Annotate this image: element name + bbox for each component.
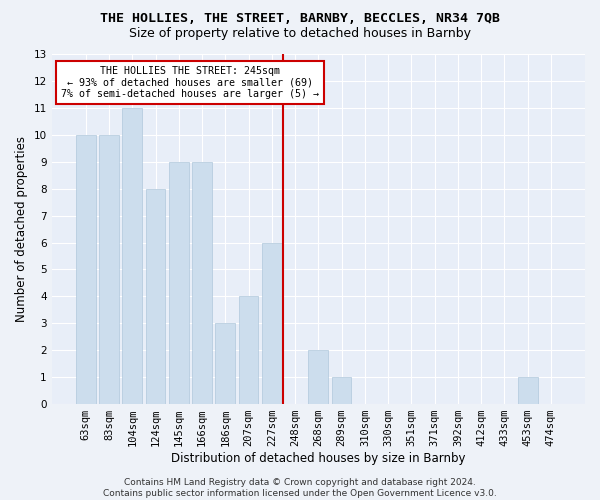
Text: THE HOLLIES THE STREET: 245sqm
← 93% of detached houses are smaller (69)
7% of s: THE HOLLIES THE STREET: 245sqm ← 93% of … — [61, 66, 319, 100]
Bar — [122, 108, 142, 404]
Text: Contains HM Land Registry data © Crown copyright and database right 2024.
Contai: Contains HM Land Registry data © Crown c… — [103, 478, 497, 498]
Y-axis label: Number of detached properties: Number of detached properties — [15, 136, 28, 322]
Bar — [169, 162, 188, 404]
Text: Size of property relative to detached houses in Barnby: Size of property relative to detached ho… — [129, 28, 471, 40]
Bar — [76, 135, 95, 404]
Bar — [146, 188, 166, 404]
Bar — [332, 377, 352, 404]
Bar — [239, 296, 259, 404]
Bar — [215, 324, 235, 404]
Bar — [308, 350, 328, 404]
Bar — [518, 377, 538, 404]
Bar — [192, 162, 212, 404]
Text: THE HOLLIES, THE STREET, BARNBY, BECCLES, NR34 7QB: THE HOLLIES, THE STREET, BARNBY, BECCLES… — [100, 12, 500, 26]
Bar — [99, 135, 119, 404]
X-axis label: Distribution of detached houses by size in Barnby: Distribution of detached houses by size … — [171, 452, 466, 465]
Bar — [262, 242, 282, 404]
